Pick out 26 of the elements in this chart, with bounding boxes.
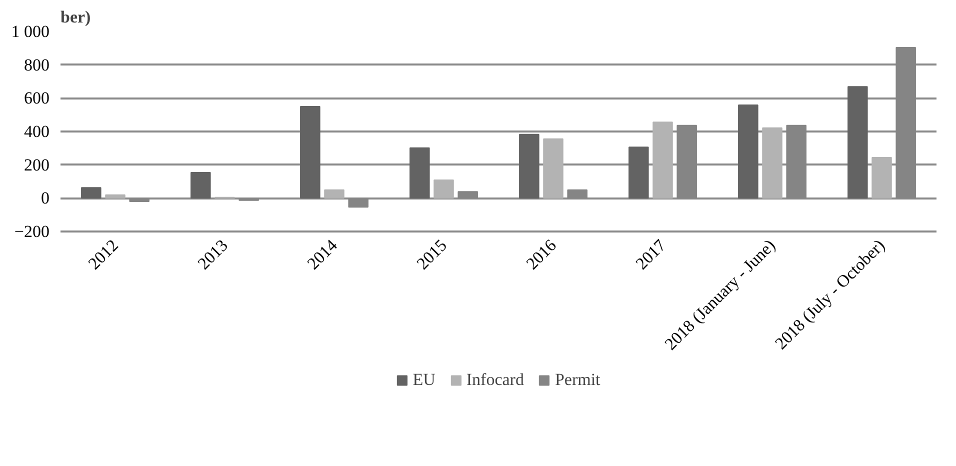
y-tick-label: 0 [41,188,50,208]
bar [762,127,782,199]
legend-label: EU [412,370,436,390]
chart-title: ber) [60,8,91,26]
bar [434,180,454,199]
bar [300,106,320,199]
bar [324,189,344,199]
bar [848,86,868,199]
y-tick-label: 800 [24,55,50,74]
bar [190,172,211,199]
bar [872,157,892,199]
bar [519,134,540,199]
y-tick-label: −200 [14,222,50,241]
bar [738,104,758,199]
bar [410,147,430,199]
bar [543,138,564,199]
y-tick-label: 1 000 [11,22,50,41]
bar [628,146,649,199]
legend-label: Permit [554,370,600,390]
y-tick-label: 200 [24,155,50,174]
bar [652,122,673,199]
bar [81,187,102,199]
legend-label: Infocard [466,370,524,390]
y-tick-label: 400 [24,122,50,141]
y-tick-label: 600 [24,88,50,108]
bar [105,194,126,199]
